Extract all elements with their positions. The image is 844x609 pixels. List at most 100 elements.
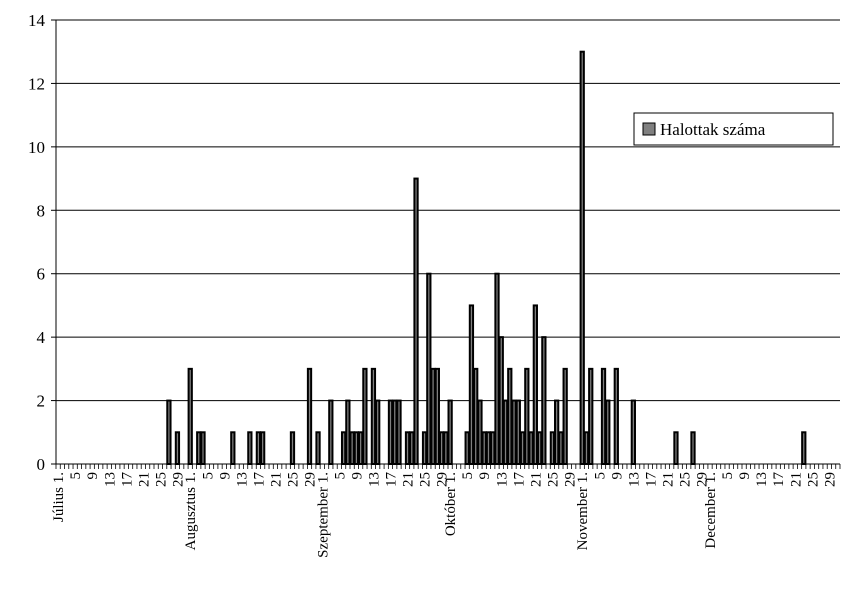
x-tick-label: 17 xyxy=(643,472,659,488)
bar xyxy=(549,431,556,466)
bar xyxy=(230,431,236,466)
y-tick-label: 6 xyxy=(37,265,46,284)
bar xyxy=(511,399,517,466)
x-tick-label: 9 xyxy=(349,472,365,480)
bar xyxy=(588,367,594,465)
y-tick-label: 2 xyxy=(37,392,46,411)
x-tick-label: 5 xyxy=(332,472,348,480)
bar xyxy=(247,431,253,466)
x-tick-label: 25 xyxy=(285,472,301,487)
bar xyxy=(583,431,590,466)
x-tick-label: 29 xyxy=(822,472,838,487)
plot-area xyxy=(56,20,840,464)
bar xyxy=(519,431,526,466)
legend-label: Halottak száma xyxy=(660,120,766,139)
bar xyxy=(481,431,487,466)
x-tick-label: 17 xyxy=(251,472,267,488)
legend-box xyxy=(633,112,834,146)
bar xyxy=(494,272,500,465)
x-tick-label: 29 xyxy=(695,472,711,487)
x-tick-label: 13 xyxy=(754,472,770,487)
x-tick-label: 25 xyxy=(418,472,434,487)
bar xyxy=(443,431,449,466)
bar xyxy=(187,367,193,465)
bar xyxy=(690,431,696,466)
bar xyxy=(289,431,296,466)
bar xyxy=(358,431,364,466)
bar xyxy=(255,431,262,466)
bar xyxy=(438,431,445,466)
y-tick-label: 4 xyxy=(37,328,46,347)
x-tick-label: 25 xyxy=(677,472,693,487)
x-tick-label: 9 xyxy=(737,472,753,480)
x-tick-label: 13 xyxy=(626,472,642,487)
x-tick-label: 29 xyxy=(303,472,319,487)
x-tick-label: 5 xyxy=(720,472,736,480)
bar xyxy=(532,304,538,465)
bar xyxy=(328,399,334,466)
bar xyxy=(409,431,415,466)
bar xyxy=(353,431,360,466)
x-tick-label: 17 xyxy=(511,472,527,488)
x-tick-label: 13 xyxy=(366,472,382,487)
bar xyxy=(515,399,521,466)
bar xyxy=(600,367,607,465)
x-tick-label: 17 xyxy=(771,472,787,488)
y-tick-label: 0 xyxy=(37,455,46,474)
x-tick-label: Szeptember 1. xyxy=(315,472,331,558)
x-tick-label: 5 xyxy=(200,472,216,480)
x-tick-label: 9 xyxy=(85,472,101,480)
x-tick-label: December 1. xyxy=(703,472,719,549)
x-tick-label: 29 xyxy=(170,472,186,487)
x-tick-label: 13 xyxy=(102,472,118,487)
bar xyxy=(430,367,436,465)
bar xyxy=(434,367,440,465)
bar xyxy=(468,304,475,465)
bar xyxy=(404,431,411,466)
x-tick-label: 21 xyxy=(788,472,804,487)
bar xyxy=(349,431,355,466)
x-tick-label: 29 xyxy=(562,472,578,487)
bar xyxy=(306,367,313,465)
x-tick-label: 25 xyxy=(153,472,169,487)
bar xyxy=(562,367,568,465)
bar xyxy=(200,431,206,466)
bar xyxy=(579,50,585,466)
bar xyxy=(630,399,636,466)
bar xyxy=(485,431,492,466)
bar xyxy=(315,431,321,466)
y-tick-label: 14 xyxy=(28,11,46,30)
bar xyxy=(536,431,543,466)
bar xyxy=(447,399,453,466)
bar xyxy=(502,399,509,466)
x-tick-label: 21 xyxy=(401,472,417,487)
y-tick-label: 10 xyxy=(28,138,45,157)
bar xyxy=(558,431,564,466)
x-tick-label: 13 xyxy=(494,472,510,487)
x-tick-label: November 1. xyxy=(575,472,591,550)
bar xyxy=(673,431,679,466)
x-tick-label: 9 xyxy=(609,472,625,480)
bar xyxy=(426,272,432,465)
bar xyxy=(345,399,351,466)
bar xyxy=(387,399,394,466)
bar xyxy=(464,431,470,466)
bar xyxy=(473,367,479,465)
x-tick-label: 5 xyxy=(68,472,84,480)
bar xyxy=(524,367,530,465)
bar xyxy=(340,431,347,466)
x-tick-label: 9 xyxy=(477,472,493,480)
x-tick-label: 25 xyxy=(805,472,821,487)
bar xyxy=(613,367,619,465)
bar xyxy=(370,367,377,465)
x-tick-label: Augusztus 1. xyxy=(183,472,199,550)
x-tick-label: 5 xyxy=(460,472,476,480)
y-axis: 0 2 4 6 8 10 12 14 xyxy=(28,11,57,474)
y-tick-label: 8 xyxy=(37,201,46,220)
bar xyxy=(362,367,368,465)
bar xyxy=(554,399,560,466)
bar xyxy=(413,177,419,465)
bar xyxy=(166,399,172,466)
